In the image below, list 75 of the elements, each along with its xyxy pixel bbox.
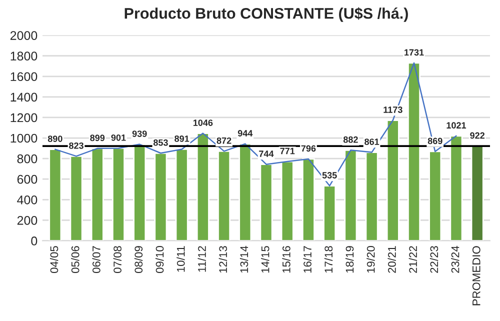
bar [238, 143, 252, 241]
data-label: 1731 [404, 49, 424, 56]
bar [218, 150, 231, 241]
bar [323, 185, 336, 241]
x-tick-label: 15/16 [282, 246, 290, 273]
x-tick-label: 10/11 [176, 246, 185, 272]
y-tick-label: 0 [31, 236, 38, 246]
bar [48, 148, 62, 241]
data-label: 882 [343, 136, 358, 143]
bar [386, 120, 400, 241]
x-tick-label: 22/23 [430, 246, 438, 273]
x-tick-label: 20/21 [388, 246, 396, 273]
y-tick-label: 1800 [10, 52, 38, 61]
bar [428, 150, 442, 241]
bar [112, 148, 125, 241]
x-tick-label: 04/05 [50, 246, 58, 273]
data-label: 771 [280, 148, 295, 154]
bar [470, 145, 484, 241]
data-label: 1046 [193, 120, 213, 126]
data-label: 869 [428, 138, 442, 144]
bar [90, 148, 104, 241]
data-label: 899 [90, 134, 105, 142]
data-label: 861 [364, 138, 380, 145]
y-tick-label: 1200 [10, 113, 38, 122]
bar [344, 149, 358, 241]
data-label: 535 [322, 172, 337, 178]
chart-title: Producto Bruto CONSTANTE (U$S /há.) [124, 7, 408, 22]
data-label: 796 [301, 145, 316, 152]
data-label: 872 [216, 137, 232, 144]
x-tick-label: 11/12 [198, 246, 206, 272]
x-tick-label: 12/13 [218, 246, 228, 273]
data-label: 823 [69, 142, 84, 149]
bar [408, 62, 421, 241]
bar [450, 135, 463, 241]
x-tick-label: 23/24 [451, 246, 460, 273]
bar [260, 164, 273, 241]
data-label: 901 [111, 134, 126, 141]
x-tick-label: 19/20 [366, 246, 375, 273]
data-label: 1173 [384, 106, 402, 113]
y-tick-label: 800 [17, 154, 38, 164]
bar [280, 160, 294, 241]
x-tick-label: PROMEDIO [472, 246, 480, 306]
bar [365, 152, 378, 241]
x-tick-label: 06/07 [92, 246, 100, 273]
x-tick-label: 16/17 [303, 246, 312, 273]
x-tick-label: 14/15 [261, 246, 270, 273]
y-tick-label: 400 [17, 195, 38, 204]
x-tick-label: 13/14 [240, 246, 248, 273]
x-tick-label: 05/06 [71, 246, 80, 273]
bar [133, 144, 146, 241]
data-label: 939 [132, 130, 147, 137]
x-tick-label: 18/19 [346, 246, 354, 273]
x-tick-label: 09/10 [156, 246, 164, 273]
data-label: 890 [48, 136, 62, 142]
y-tick-label: 600 [17, 174, 38, 184]
x-tick-label: 17/18 [324, 246, 333, 273]
y-tick-label: 1600 [10, 72, 38, 82]
bar [70, 156, 83, 241]
bar [154, 152, 168, 241]
data-label: 853 [153, 139, 168, 146]
x-tick-label: 21/22 [408, 246, 417, 273]
data-label: 944 [238, 130, 253, 136]
data-label: 744 [259, 150, 274, 157]
y-tick-label: 1400 [10, 92, 38, 102]
bar [196, 132, 210, 241]
data-label: 922 [470, 132, 485, 139]
data-label: 1021 [446, 122, 466, 129]
x-tick-label: 08/09 [134, 246, 143, 273]
y-tick-label: 2000 [10, 31, 38, 40]
y-tick-label: 1000 [10, 134, 38, 143]
bar [175, 148, 188, 241]
data-label: 891 [174, 135, 190, 142]
x-tick-label: 07/08 [113, 246, 122, 273]
bar [302, 158, 315, 241]
y-tick-label: 200 [17, 216, 38, 225]
